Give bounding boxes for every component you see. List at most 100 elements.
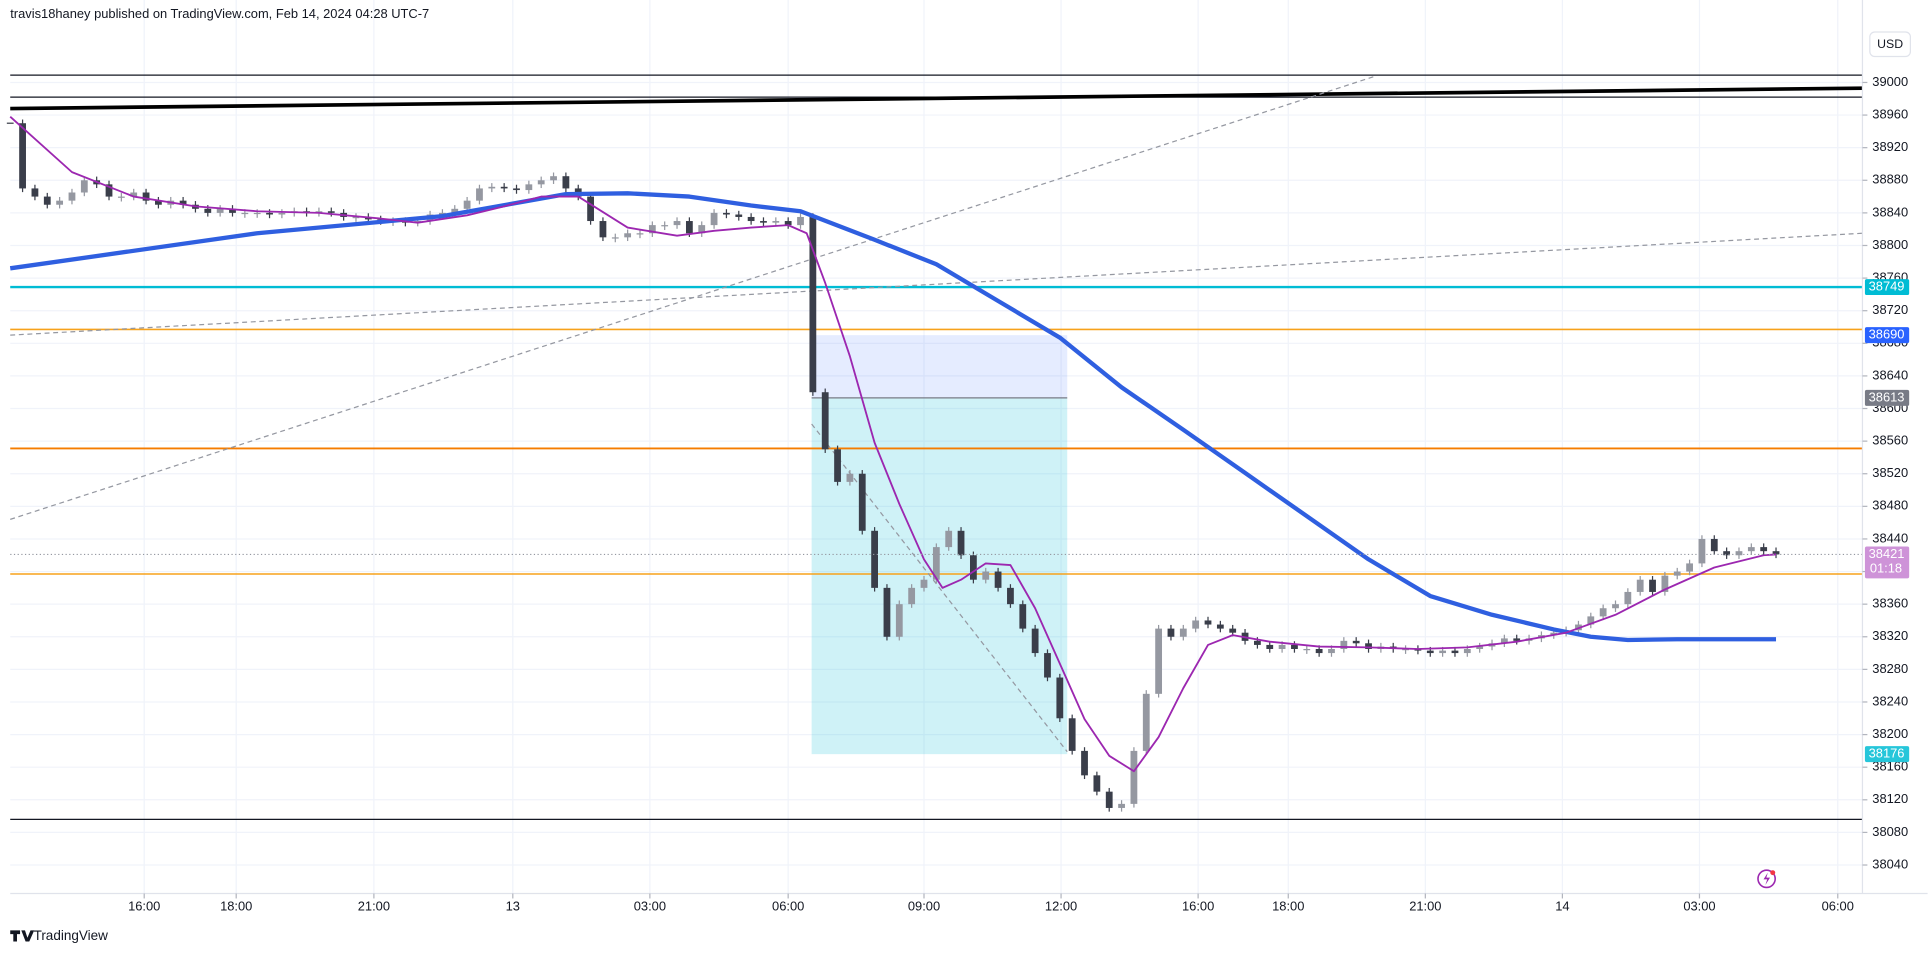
candle [463, 200, 471, 209]
candle [6, 122, 14, 124]
candle [179, 200, 187, 205]
y-tick-label: 38040 [1872, 856, 1908, 871]
alert-circle[interactable] [1757, 869, 1776, 889]
candle [1476, 646, 1484, 649]
candle [1167, 628, 1175, 637]
candle [1340, 640, 1348, 649]
candle [698, 225, 706, 234]
candle [488, 186, 496, 189]
candle [1612, 604, 1619, 609]
currency-button[interactable] [1869, 31, 1912, 58]
candle [685, 221, 693, 234]
price-tag [1864, 546, 1910, 579]
candle [537, 180, 545, 185]
candle [513, 188, 520, 191]
y-tick-label: 38320 [1872, 628, 1908, 643]
candle [562, 176, 570, 189]
y-tick-label: 38160 [1872, 759, 1908, 774]
candle [723, 212, 730, 215]
y-tick-label: 38840 [1872, 204, 1908, 219]
price-tag-label: 38690 [1869, 327, 1905, 342]
price-tag [1864, 746, 1910, 763]
axis-layer: 38040 38080 38120 38160 38200 38240 38280 38320… [10, 0, 1928, 913]
candle [1649, 579, 1656, 592]
candle [1599, 608, 1607, 617]
candle [797, 216, 804, 226]
candle [895, 604, 903, 637]
y-tick-label: 38560 [1872, 433, 1908, 448]
candle [1056, 677, 1064, 719]
candle [1451, 650, 1459, 654]
x-tick-label: 13 [506, 898, 520, 913]
x-tick-label: 16:00 [128, 898, 160, 913]
candle [216, 208, 224, 213]
candle [932, 547, 940, 580]
brand-logo [10, 930, 35, 942]
candle [1068, 718, 1076, 751]
candle [1118, 803, 1125, 808]
logo-icon [10, 930, 35, 942]
y-tick-label: 38920 [1872, 139, 1908, 154]
candle [1192, 620, 1200, 629]
candle [500, 186, 508, 189]
candle [920, 579, 928, 588]
y-tick-label: 38240 [1872, 693, 1908, 708]
x-tick-label: 06:00 [772, 898, 804, 913]
candle [229, 208, 236, 213]
alert-bolt[interactable] [1763, 872, 1771, 885]
candle [648, 225, 656, 234]
moving-average [9, 191, 1777, 643]
candle [982, 571, 990, 580]
candle [253, 212, 261, 215]
candle [130, 192, 138, 197]
y-tick-label: 38360 [1872, 596, 1908, 611]
candle [476, 188, 483, 201]
candle [883, 587, 891, 637]
brand: TradingView [34, 928, 109, 943]
y-tick-label: 38480 [1872, 498, 1908, 513]
alert-icon[interactable] [1757, 869, 1776, 889]
y-tick-label: 38280 [1872, 661, 1908, 676]
candle [969, 555, 977, 580]
candle [846, 473, 854, 482]
candle [1686, 563, 1693, 572]
alert-dot[interactable] [1770, 870, 1776, 876]
candle [43, 196, 51, 205]
candle [871, 530, 879, 588]
candle [142, 192, 150, 201]
candle [1463, 648, 1471, 654]
candle [68, 192, 76, 201]
candle [1698, 538, 1706, 564]
currency[interactable]: USD [1877, 37, 1903, 51]
candle [599, 221, 607, 238]
moving-average [9, 116, 1777, 773]
candle [661, 225, 669, 227]
candle [760, 221, 767, 223]
candle [858, 473, 866, 531]
candle [1105, 791, 1113, 808]
x-tick-label: 06:00 [1822, 898, 1854, 913]
price-tag-label: 38749 [1869, 278, 1905, 293]
y-tick-label: 38640 [1872, 367, 1908, 382]
candle [155, 200, 162, 205]
x-tick-label: 14 [1555, 898, 1569, 913]
trend-line [811, 423, 1068, 753]
candle [636, 233, 644, 235]
candle [1081, 750, 1088, 776]
candle [1723, 551, 1731, 556]
candle [1254, 640, 1261, 645]
candle [908, 587, 916, 605]
candle [1142, 693, 1150, 751]
candle [241, 212, 249, 215]
candle [611, 237, 619, 239]
trend-line [10, 86, 1863, 111]
candle [278, 212, 286, 215]
candle [19, 123, 26, 189]
candle [1155, 628, 1163, 694]
y-tick-label: 38960 [1872, 106, 1908, 121]
candle [1130, 750, 1138, 804]
candle [439, 212, 446, 215]
candle [710, 212, 718, 226]
